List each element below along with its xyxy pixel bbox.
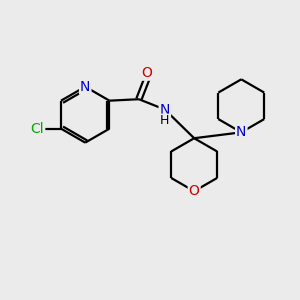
Text: H: H (160, 114, 169, 127)
Text: Cl: Cl (31, 122, 44, 136)
Text: N: N (236, 125, 247, 139)
Text: N: N (160, 103, 170, 116)
Text: N: N (80, 80, 90, 94)
Text: O: O (189, 184, 200, 198)
Text: O: O (142, 66, 153, 80)
